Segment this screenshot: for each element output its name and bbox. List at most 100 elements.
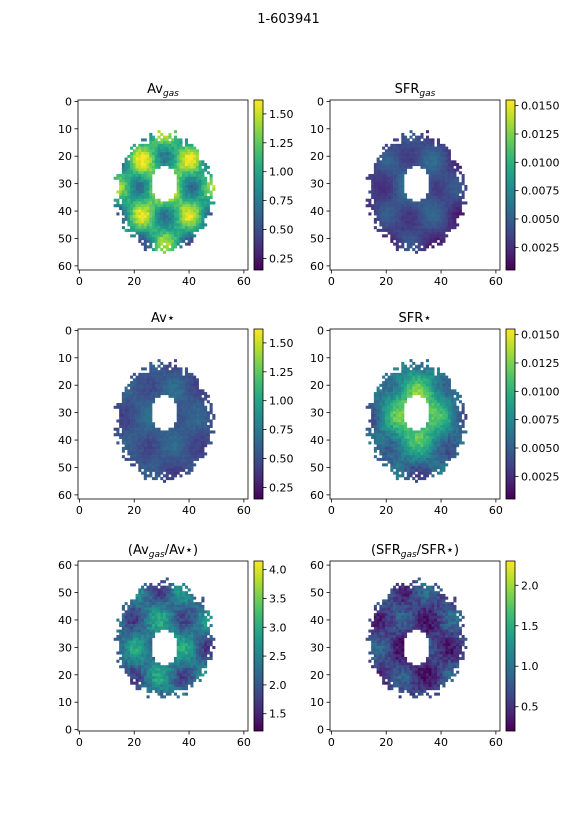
heatmap-cell	[401, 239, 405, 243]
heatmap-cell	[376, 392, 380, 396]
heatmap-cell	[163, 217, 167, 221]
heatmap-cell	[201, 626, 205, 630]
heatmap-cell	[423, 427, 427, 431]
heatmap-cell	[431, 190, 435, 194]
heatmap-cell	[456, 394, 460, 398]
heatmap-cell	[406, 242, 410, 246]
heatmap-cell	[401, 228, 405, 232]
heatmap-cell	[393, 449, 397, 453]
heatmap-cell	[113, 204, 117, 208]
heatmap-cell	[132, 610, 136, 614]
heatmap-cell	[412, 239, 416, 243]
heatmap-cell	[439, 209, 443, 213]
heatmap-cell	[182, 195, 186, 200]
heatmap-cell	[121, 201, 125, 205]
heatmap-cell	[412, 460, 416, 464]
heatmap-cell	[393, 193, 397, 197]
heatmap-cell	[163, 433, 167, 437]
heatmap-cell	[184, 463, 188, 467]
heatmap-cell	[168, 585, 172, 589]
heatmap-cell	[198, 654, 202, 658]
heatmap-cell	[442, 397, 446, 401]
heatmap-cell	[132, 430, 136, 434]
heatmap-cell	[154, 444, 158, 448]
heatmap-cell	[193, 165, 197, 169]
heatmap-cell	[182, 416, 186, 420]
heatmap-cell	[160, 138, 164, 142]
heatmap-cell	[404, 452, 408, 456]
heatmap-cell	[384, 416, 388, 420]
heatmap-cell	[130, 187, 134, 191]
heatmap-cell	[401, 163, 405, 167]
heatmap-cell	[176, 607, 180, 611]
heatmap-cell	[168, 198, 172, 202]
heatmap-cell	[138, 637, 142, 641]
heatmap-cell	[168, 212, 172, 216]
heatmap-cell	[395, 367, 399, 371]
heatmap-cell	[152, 163, 156, 167]
heatmap-cell	[201, 599, 205, 603]
heatmap-cell	[187, 602, 191, 606]
heatmap-cell	[157, 223, 161, 227]
heatmap-cell	[182, 239, 186, 243]
heatmap-cell	[442, 463, 446, 467]
heatmap-cell	[138, 416, 142, 420]
heatmap-cell	[152, 370, 156, 374]
heatmap-cell	[425, 168, 430, 172]
heatmap-cell	[428, 372, 432, 376]
heatmap-cell	[141, 632, 145, 636]
heatmap-cell	[434, 386, 438, 390]
heatmap-cell	[124, 212, 128, 216]
heatmap-cell	[121, 198, 125, 202]
heatmap-cell	[163, 585, 167, 589]
heatmap-cell	[184, 179, 188, 183]
heatmap-cell	[173, 212, 178, 216]
heatmap-cell	[152, 204, 156, 208]
heatmap-cell	[409, 452, 413, 456]
heatmap-cell	[127, 604, 131, 608]
heatmap-cell	[141, 198, 145, 202]
heatmap-cell	[204, 187, 208, 191]
heatmap-cell	[193, 375, 197, 379]
heatmap-cell	[179, 629, 183, 633]
heatmap-cell	[373, 455, 377, 459]
heatmap-cell	[195, 444, 199, 448]
heatmap-cell	[447, 190, 451, 194]
heatmap-cell	[206, 441, 210, 445]
heatmap-cell	[124, 386, 128, 390]
heatmap-cell	[132, 143, 136, 147]
heatmap-cell	[132, 427, 136, 431]
heatmap-cell	[425, 204, 430, 208]
heatmap-cell	[384, 383, 388, 387]
heatmap-cell	[157, 157, 161, 161]
heatmap-cell	[163, 226, 167, 230]
heatmap-cell	[458, 187, 462, 191]
heatmap-cell	[146, 646, 150, 650]
heatmap-cell	[423, 220, 427, 224]
heatmap-cell	[434, 383, 438, 387]
heatmap-cell	[395, 146, 399, 150]
heatmap-cell	[146, 585, 150, 589]
heatmap-cell	[201, 618, 205, 622]
heatmap-cell	[456, 195, 460, 200]
heatmap-cell	[179, 228, 183, 232]
heatmap-cell	[390, 433, 394, 437]
heatmap-cell	[143, 468, 147, 472]
heatmap-cell	[412, 152, 416, 156]
heatmap-cell	[195, 215, 199, 219]
heatmap-cell	[198, 446, 202, 450]
heatmap-cell	[201, 604, 205, 608]
heatmap-cell	[417, 452, 421, 456]
heatmap-cell	[434, 457, 438, 461]
heatmap-cell	[390, 422, 394, 426]
heatmap-cell	[176, 637, 180, 641]
heatmap-cell	[395, 195, 399, 200]
heatmap-cell	[179, 599, 183, 603]
heatmap-cell	[190, 204, 194, 208]
heatmap-cell	[417, 138, 421, 142]
heatmap-cell	[182, 220, 186, 224]
heatmap-cell	[130, 424, 134, 429]
heatmap-cell	[127, 160, 131, 164]
heatmap-cell	[119, 646, 123, 650]
heatmap-cell	[450, 455, 454, 459]
